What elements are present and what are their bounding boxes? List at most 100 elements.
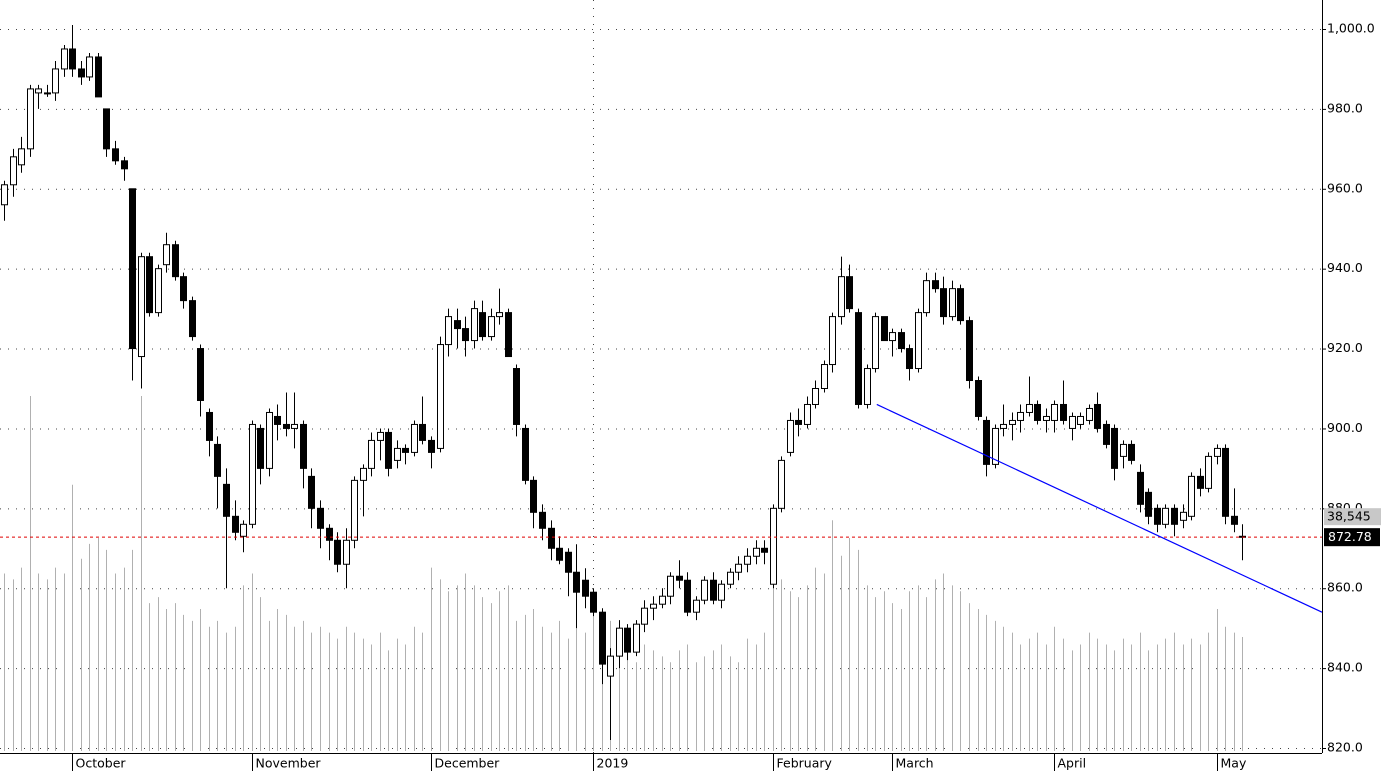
candle-body — [479, 312, 486, 338]
candle-body — [616, 627, 623, 657]
candle-body — [206, 411, 213, 441]
x-tick-label: November — [256, 756, 322, 771]
candle-body — [975, 380, 982, 417]
candle-body — [496, 312, 503, 318]
candle-body — [78, 68, 85, 78]
candle-body — [1180, 511, 1187, 521]
candle-body — [855, 312, 862, 405]
candle-body — [283, 423, 290, 429]
candle-body — [1128, 443, 1135, 461]
candle-body — [1171, 507, 1178, 525]
candle-body — [556, 547, 563, 561]
candle-body — [710, 579, 717, 601]
candle-body — [368, 439, 375, 469]
candle-body — [864, 368, 871, 405]
candle-body — [377, 431, 384, 441]
candle-body — [95, 56, 102, 98]
candle-body — [838, 276, 845, 318]
axes: 820.0840.0860.0880.0900.0920.0940.0960.0… — [72, 21, 1381, 771]
candle-body — [437, 344, 444, 449]
candle-body — [471, 308, 478, 342]
candle-body — [317, 507, 324, 529]
candle-body — [659, 595, 666, 605]
volume-label-box — [1324, 508, 1381, 526]
candle-body — [684, 579, 691, 613]
candle-body — [565, 551, 572, 573]
candle-body — [257, 427, 264, 469]
candle-body — [957, 288, 964, 322]
candle-body — [983, 419, 990, 465]
candle-body — [1026, 403, 1033, 413]
candle-body — [770, 507, 777, 585]
candle-body — [641, 607, 648, 625]
candle-body — [1145, 491, 1152, 517]
candle-body — [539, 511, 546, 529]
candle-body — [1137, 471, 1144, 505]
candle-body — [846, 276, 853, 310]
candle-body — [804, 403, 811, 425]
candle-body — [274, 415, 281, 425]
candle-body — [394, 447, 401, 461]
candle-body — [129, 188, 136, 350]
candle-body — [1205, 455, 1212, 489]
candle-body — [599, 611, 606, 665]
candle-body — [428, 439, 435, 453]
candle-body — [1000, 423, 1007, 429]
candle-body — [291, 423, 298, 429]
candle-body — [590, 591, 597, 613]
candle-body — [334, 539, 341, 565]
candle-body — [18, 148, 25, 166]
candle-body — [351, 479, 358, 541]
candle-body — [872, 316, 879, 370]
candle-body — [701, 579, 708, 601]
candle-body — [454, 320, 461, 330]
trendline — [876, 403, 1322, 613]
x-tick-label: October — [76, 756, 127, 771]
candle-body — [232, 515, 239, 533]
candle-body — [898, 332, 905, 350]
candle-body — [44, 92, 51, 95]
x-tick-label: 2019 — [597, 756, 629, 771]
candle-body — [932, 280, 939, 290]
x-tick-label: March — [896, 756, 934, 771]
candle-body — [1060, 403, 1067, 421]
candle-body — [889, 332, 896, 342]
candle-body — [155, 268, 162, 314]
candle-body — [402, 447, 409, 453]
candle-body — [753, 547, 760, 557]
candle-body — [1034, 403, 1041, 421]
candle-body — [249, 423, 256, 525]
x-tick-label: February — [777, 756, 833, 771]
candle-body — [881, 316, 888, 342]
candle-body — [1111, 427, 1118, 469]
candle-body — [513, 368, 520, 425]
y-tick-label: 840.0 — [1327, 660, 1363, 675]
candle-body — [189, 300, 196, 338]
y-tick-label: 940.0 — [1327, 260, 1363, 275]
candle-body — [633, 623, 640, 653]
candle-body — [121, 160, 128, 170]
candle-body — [1077, 415, 1084, 425]
candle-body — [138, 256, 145, 358]
candle-body — [735, 563, 742, 573]
candle-body — [308, 475, 315, 509]
candle-body — [522, 427, 529, 481]
candle-body — [530, 479, 537, 513]
candle-body — [1069, 415, 1076, 429]
candle-body — [573, 571, 580, 593]
candle-body — [360, 467, 367, 481]
candle-body — [214, 443, 221, 477]
plot-area — [0, 0, 1322, 753]
candle-body — [1009, 419, 1016, 425]
candle-body — [1120, 443, 1127, 457]
candle-body — [650, 603, 657, 609]
candle-body — [488, 316, 495, 338]
candle-body — [1214, 447, 1221, 457]
candle-body — [35, 88, 42, 94]
candle-body — [1188, 475, 1195, 517]
candle-body — [624, 627, 631, 653]
candle-body — [744, 555, 751, 565]
candle-body — [266, 411, 273, 469]
candle-body — [163, 244, 170, 266]
